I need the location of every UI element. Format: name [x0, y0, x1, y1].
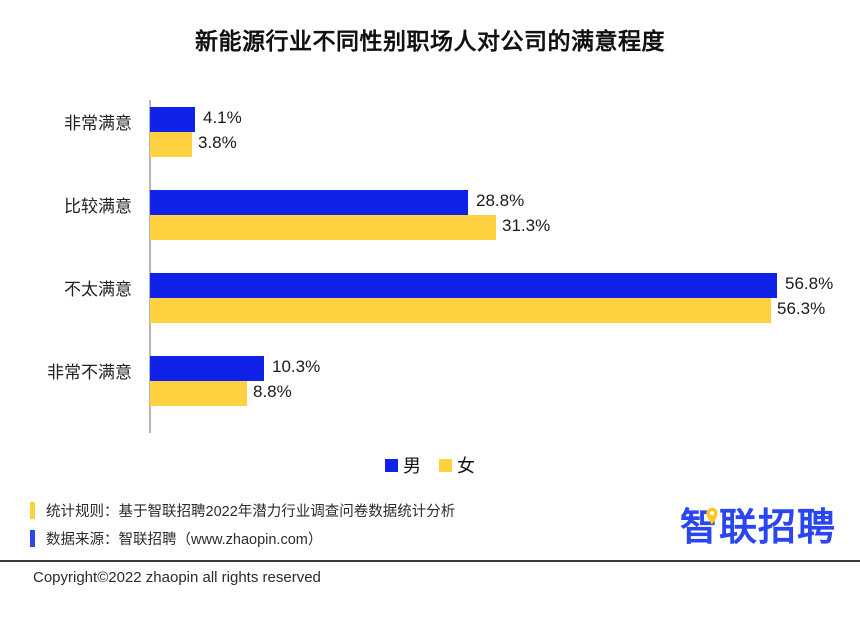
legend-swatch-icon — [385, 458, 398, 472]
footnotes: 统计规则：基于智联招聘2022年潜力行业调查问卷数据统计分析 数据来源：智联招聘… — [30, 496, 455, 552]
category-group: 比较满意 28.8% 31.3% — [0, 178, 860, 244]
note-marker-icon — [30, 529, 35, 547]
footnote-data-source: 数据来源：智联招聘（www.zhaopin.com） — [30, 524, 455, 552]
bar-value-male: 4.1% — [203, 108, 242, 127]
bar-male — [150, 190, 468, 215]
bar-female — [150, 298, 771, 323]
bar-female — [150, 132, 192, 157]
category-group: 非常不满意 10.3% 8.8% — [0, 344, 860, 410]
bar-value-female: 56.3% — [777, 299, 826, 318]
bar-value-female: 3.8% — [198, 133, 237, 152]
bar-male — [150, 356, 264, 381]
category-group: 非常满意 4.1% 3.8% — [0, 95, 860, 161]
bar-chart-plot-area: 非常满意 4.1% 3.8% 比较满意 28.8% 31.3% 不太满意 56.… — [0, 95, 860, 440]
logo-text: 智联招聘 — [679, 507, 836, 549]
bar-value-female: 8.8% — [253, 382, 292, 401]
bar-value-female: 31.3% — [502, 216, 551, 235]
category-group: 不太满意 56.8% 56.3% — [0, 261, 860, 327]
legend-item-male[interactable]: 男 — [385, 452, 421, 478]
footnote-statistics-rule: 统计规则：基于智联招聘2022年潜力行业调查问卷数据统计分析 — [30, 496, 455, 524]
legend-swatch-icon — [439, 458, 452, 472]
legend-label: 女 — [457, 456, 475, 476]
bar-female — [150, 215, 496, 240]
bar-male — [150, 273, 777, 298]
y-axis-tick-label: 非常满意 — [64, 114, 132, 133]
page-title: 新能源行业不同性别职场人对公司的满意程度 — [195, 28, 665, 54]
footer-divider — [0, 560, 860, 562]
location-pin-icon — [706, 507, 718, 525]
note-marker-icon — [30, 501, 35, 519]
y-axis-tick-label: 不太满意 — [64, 280, 132, 299]
zhaopin-logo: 智联招聘 — [680, 505, 836, 551]
copyright-text: Copyright©2022 zhaopin all rights reserv… — [33, 569, 321, 586]
legend-label: 男 — [403, 456, 421, 476]
y-axis-tick-label: 比较满意 — [64, 197, 132, 216]
bar-female — [150, 381, 247, 406]
chart-legend: 男 女 — [0, 452, 860, 478]
legend-item-female[interactable]: 女 — [439, 452, 475, 478]
bar-value-male: 56.8% — [785, 274, 834, 293]
y-axis-line — [149, 100, 151, 433]
footnote-text: 数据来源：智联招聘（www.zhaopin.com） — [46, 531, 323, 548]
footnote-text: 统计规则：基于智联招聘2022年潜力行业调查问卷数据统计分析 — [46, 503, 456, 520]
y-axis-tick-label: 非常不满意 — [47, 363, 132, 382]
bar-male — [150, 107, 195, 132]
bar-value-male: 28.8% — [476, 191, 525, 210]
bar-value-male: 10.3% — [272, 357, 321, 376]
